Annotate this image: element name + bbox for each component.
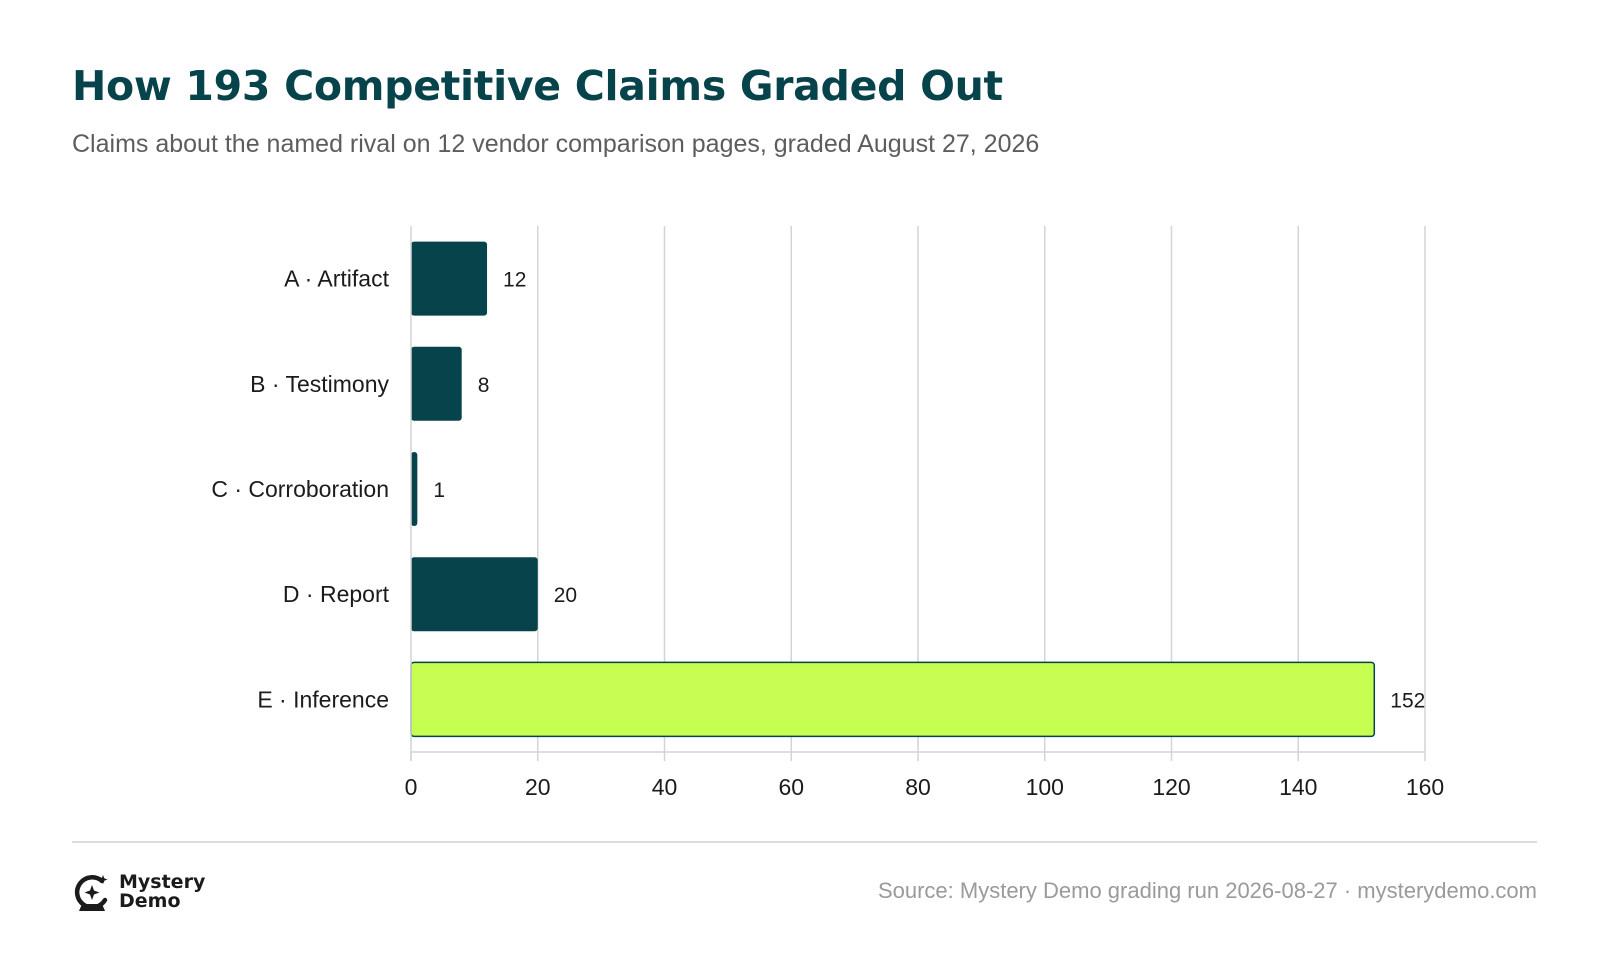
brand-logo: Mystery Demo: [72, 870, 205, 914]
data-label: 1: [433, 479, 445, 502]
data-label: 12: [503, 269, 526, 292]
bar: [411, 346, 462, 421]
logo-line-2: Demo: [119, 890, 181, 912]
x-tick-label: 0: [405, 774, 418, 800]
x-tick-label: 160: [1406, 774, 1444, 800]
footer-divider: [72, 841, 1537, 843]
category-label: E · Inference: [257, 686, 389, 712]
chart-title: How 193 Competitive Claims Graded Out: [72, 62, 1003, 110]
axes: [410, 226, 1426, 761]
category-label: B · Testimony: [250, 371, 389, 397]
data-label: 20: [554, 584, 577, 607]
bars: [410, 241, 1376, 738]
source-note: Source: Mystery Demo grading run 2026-08…: [877, 878, 1537, 903]
category-label: A · Artifact: [284, 266, 389, 292]
x-tick-label: 80: [905, 774, 931, 800]
x-tick-label: 100: [1026, 774, 1064, 800]
bar: [411, 557, 538, 632]
x-tick-label: 20: [525, 774, 551, 800]
crystal-ball-sparkle-icon: [74, 875, 108, 911]
x-tick-label: 120: [1152, 774, 1190, 800]
x-tick-label: 40: [652, 774, 678, 800]
x-tick-label: 60: [778, 774, 804, 800]
chart-subtitle: Claims about the named rival on 12 vendo…: [72, 130, 1040, 158]
bar-highlight: [410, 661, 1376, 738]
logo-wordmark: Mystery Demo: [119, 873, 205, 911]
logo-line-1: Mystery: [119, 871, 206, 893]
x-tick-label: 140: [1279, 774, 1317, 800]
data-label: 8: [478, 374, 490, 397]
bar: [411, 452, 418, 526]
bar: [411, 241, 488, 316]
category-label: D · Report: [283, 581, 390, 607]
data-label: 152: [1390, 689, 1425, 712]
category-label: C · Corroboration: [211, 476, 389, 502]
